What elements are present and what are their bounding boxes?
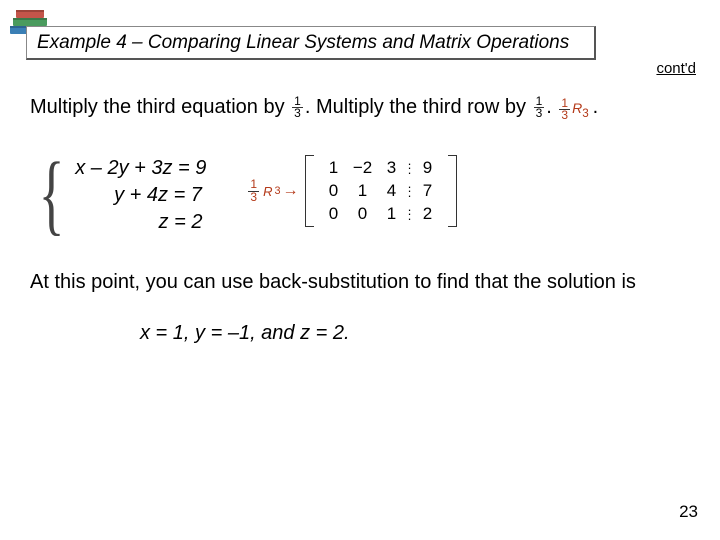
mcell: 0 xyxy=(348,204,378,224)
mcell: 1 xyxy=(378,204,406,224)
mcell: 1 xyxy=(320,158,348,178)
matrix-column: 1 3 R3 → 1 −2 3 ··· 9 0 1 4 ··· 7 xyxy=(246,155,456,227)
rowop-sub: 3 xyxy=(582,107,588,120)
instr-right: Multiply the third row by xyxy=(316,96,532,118)
mcell: 0 xyxy=(320,204,348,224)
mcell: 2 xyxy=(414,204,442,224)
vdots-icon: ··· xyxy=(406,162,414,176)
mcell: 1 xyxy=(348,181,378,201)
period-c: . xyxy=(593,96,599,118)
rowop-r2: R xyxy=(263,184,272,199)
title-bar: Example 4 – Comparing Linear Systems and… xyxy=(26,26,596,60)
rowop-sub2: 3 xyxy=(274,185,280,197)
period-a: . xyxy=(305,96,311,118)
content-area: Multiply the third equation by 1 3 . Mul… xyxy=(30,96,690,345)
fraction-b: 1 3 xyxy=(532,96,547,120)
eq-row: x – 2y + 3z = 9 xyxy=(75,155,206,182)
mcell: 3 xyxy=(378,158,406,178)
sol-x: x = 1, xyxy=(140,322,195,344)
paragraph: At this point, you can use back-substitu… xyxy=(30,270,690,296)
title-text: Example 4 – Comparing Linear Systems and… xyxy=(37,32,569,54)
matrix: 1 −2 3 ··· 9 0 1 4 ··· 7 0 0 1 ··· 2 xyxy=(305,155,457,227)
mcell: 7 xyxy=(414,181,442,201)
fraction-rowop2: 1 3 xyxy=(246,179,261,203)
two-column: { x – 2y + 3z = 9 y + 4z = 7 z = 2 1 3 R… xyxy=(30,155,690,236)
solution-line: x = 1, y = –1, and z = 2. xyxy=(140,322,690,345)
brace-icon: { xyxy=(39,161,65,229)
eq-row: z = 2 xyxy=(75,209,206,236)
mcell: 0 xyxy=(320,181,348,201)
vdots-icon: ··· xyxy=(406,185,414,199)
mcell: 9 xyxy=(414,158,442,178)
fraction-a: 1 3 xyxy=(290,96,305,120)
eq-row: y + 4z = 7 xyxy=(75,182,206,209)
page-number: 23 xyxy=(679,502,698,522)
instruction-line: Multiply the third equation by 1 3 . Mul… xyxy=(30,96,690,121)
bracket-left-icon xyxy=(305,155,314,227)
bracket-right-icon xyxy=(448,155,457,227)
equations: x – 2y + 3z = 9 y + 4z = 7 z = 2 xyxy=(75,155,206,236)
vdots-icon: ··· xyxy=(406,208,414,222)
instr-left: Multiply the third equation by xyxy=(30,96,290,118)
system-column: { x – 2y + 3z = 9 y + 4z = 7 z = 2 xyxy=(30,155,206,236)
row-operation-label: 1 3 R3 → xyxy=(246,179,298,203)
sol-z: z = 2. xyxy=(300,322,349,344)
fraction-rowop: 1 3 xyxy=(557,98,572,122)
contd-label: cont'd xyxy=(656,60,696,77)
period-b: . xyxy=(546,96,552,118)
arrow-icon: → xyxy=(283,182,299,200)
mcell: −2 xyxy=(348,158,378,178)
sol-y: y = –1, and xyxy=(195,322,300,344)
matrix-grid: 1 −2 3 ··· 9 0 1 4 ··· 7 0 0 1 ··· 2 xyxy=(314,155,448,227)
mcell: 4 xyxy=(378,181,406,201)
rowop-r: R xyxy=(572,100,582,116)
